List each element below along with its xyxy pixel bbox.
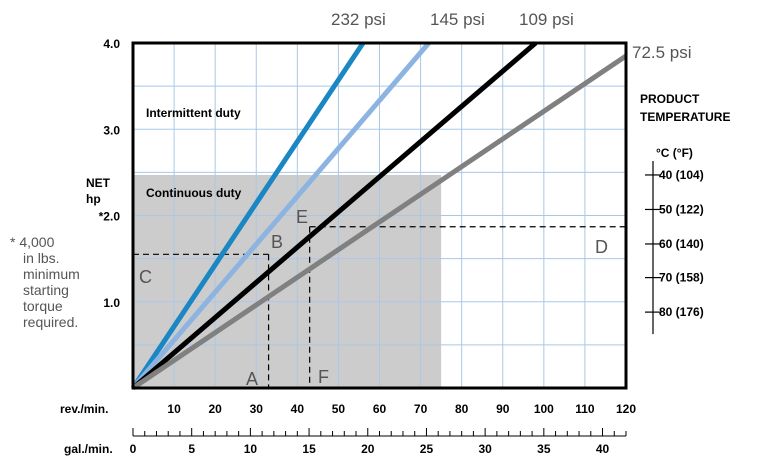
gpm-tick-label: 10 [244,442,258,456]
y-tick-label: *2.0 [99,210,121,224]
temperature-scale: 40 (104) 50 (122) 60 (140) 70 (158) 80 (176) [645,160,704,335]
intermittent-duty-label: Intermittent duty [146,106,241,120]
x-axis-label-rpm: rev./min. [60,402,108,416]
gpm-tick-label: 40 [596,442,610,456]
y-axis-label-hp: hp [86,192,101,206]
gpm-tick-label: 0 [130,442,137,456]
x-tick-label: 60 [373,402,387,416]
x-tick-label: 20 [208,402,222,416]
temperature-level-label: 40 (104) [659,168,704,182]
ref-label-e: E [296,207,308,227]
series-lines [130,41,628,391]
series-label-232-psi: 232 psi [331,10,386,29]
y-axis-label-net: NET [86,176,111,190]
ref-label-b: B [271,232,283,252]
footnote-line: starting [23,282,69,298]
y-axis-tick-labels: 1.0 *2.0 3.0 4.0 [99,37,121,310]
temperature-title-line2: TEMPERATURE [640,110,730,124]
series-label-109-psi: 109 psi [519,10,574,29]
series-line-3 [131,53,628,391]
x-tick-label: 10 [167,402,181,416]
gpm-tick-label: 15 [302,442,316,456]
footnote-line: required. [23,314,78,330]
x-axis-rpm-tick-labels: 10 20 30 40 50 60 70 80 90 100 110 120 [167,402,636,416]
x-tick-label: 90 [496,402,510,416]
footnote-line: in lbs. [23,250,60,266]
temperature-unit-header: °C (°F) [656,146,693,160]
ref-label-f: F [318,367,329,387]
gpm-tick-label: 5 [188,442,195,456]
temperature-level-label: 70 (158) [659,271,704,285]
temperature-level-label: 60 (140) [659,237,704,251]
x-tick-label: 120 [616,402,636,416]
gpm-tick-label: 30 [478,442,492,456]
temperature-level-label: 80 (176) [659,305,704,319]
series-label-72-5-psi: 72.5 psi [632,43,692,62]
x-tick-label: 40 [291,402,305,416]
ref-label-d: D [595,237,608,257]
x-tick-label: 30 [250,402,264,416]
temperature-title-line1: PRODUCT [640,92,700,106]
y-tick-label: 1.0 [103,296,120,310]
gpm-tick-label: 25 [420,442,434,456]
y-tick-label: 4.0 [103,37,120,51]
x-tick-label: 50 [332,402,346,416]
gpm-tick-label: 20 [361,442,375,456]
plot-frame [131,41,628,390]
series-label-145-psi: 145 psi [430,10,485,29]
temperature-level-label: 50 (122) [659,202,704,216]
x-axis-label-gpm: gal./min. [64,442,113,456]
x-tick-label: 70 [414,402,428,416]
ref-label-c: C [139,267,152,287]
footnote-line: * 4,000 [10,234,55,250]
series-line-1 [131,41,431,390]
footnote-line: torque [23,298,63,314]
gpm-tick-label: 35 [537,442,551,456]
x-tick-label: 80 [455,402,469,416]
ref-label-a: A [246,369,258,389]
x-tick-label: 110 [575,402,595,416]
y-tick-label: 3.0 [103,123,120,137]
x-tick-label: 100 [534,402,554,416]
grid [133,43,626,388]
series-line-2 [131,41,538,390]
footnote-line: minimum [23,266,80,282]
x-axis-gpm: 0 5 10 15 20 25 30 35 40 [130,428,627,456]
continuous-duty-label: Continuous duty [146,186,242,200]
series-line-0 [130,41,366,390]
